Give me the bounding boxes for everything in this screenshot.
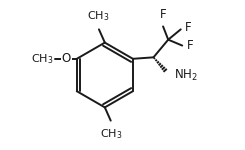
Text: F: F (160, 8, 166, 21)
Text: CH$_3$: CH$_3$ (87, 9, 110, 23)
Text: CH$_3$: CH$_3$ (31, 52, 53, 66)
Text: NH$_2$: NH$_2$ (174, 68, 198, 83)
Text: CH$_3$: CH$_3$ (100, 127, 123, 141)
Text: F: F (187, 39, 193, 52)
Text: F: F (185, 21, 192, 34)
Text: O: O (62, 52, 71, 65)
